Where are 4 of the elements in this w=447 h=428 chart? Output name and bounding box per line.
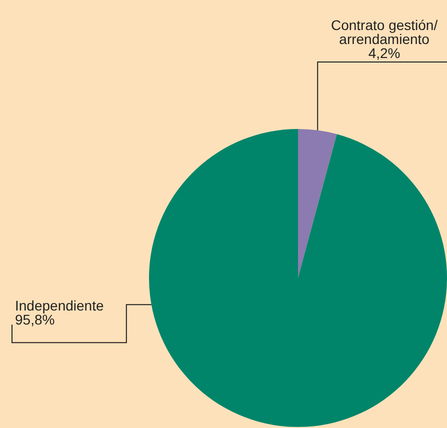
slice-label: Contrato gestión/ arrendamiento xyxy=(330,17,438,47)
data-label: 4,2% xyxy=(368,45,400,61)
data-label: 95,8% xyxy=(15,312,55,328)
slice-label: Independiente xyxy=(15,298,104,314)
